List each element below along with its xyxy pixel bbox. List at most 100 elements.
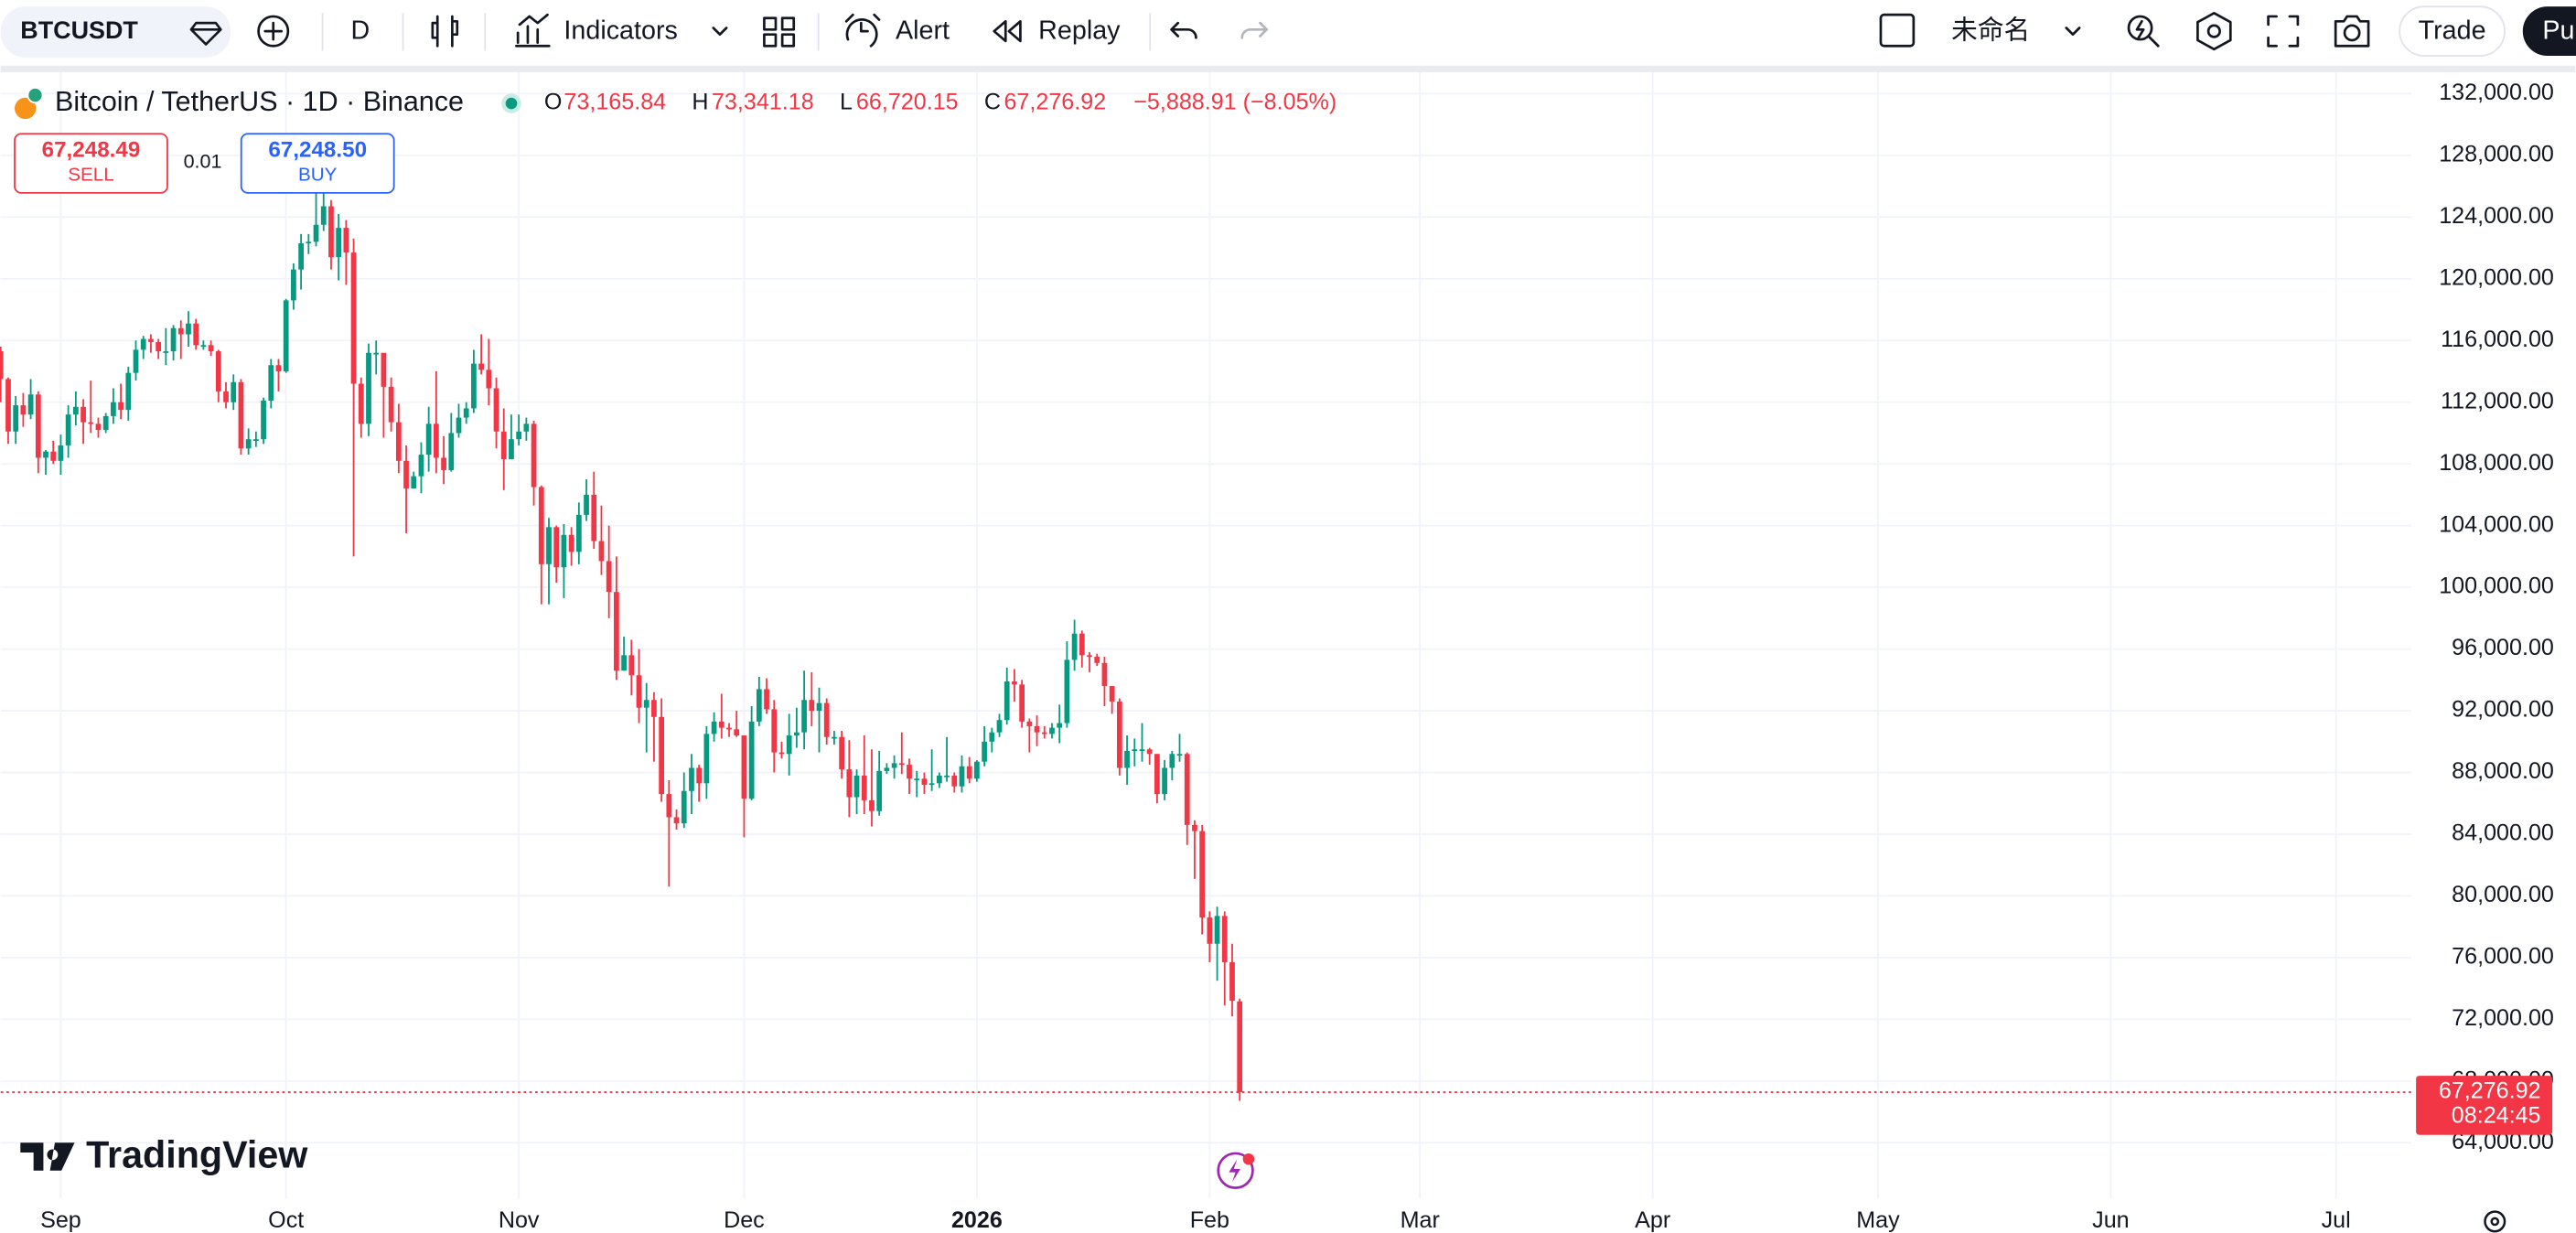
candle-body	[403, 460, 409, 489]
chart-type-icon[interactable]	[431, 15, 459, 48]
ohlc-value: 67,276.92	[1004, 90, 1106, 115]
candle-body	[546, 527, 552, 564]
publish-button-bg[interactable]	[2522, 6, 2576, 57]
grid	[0, 69, 2411, 1199]
sell-price[interactable]: 67,248.49	[42, 138, 141, 163]
candle-body	[478, 363, 484, 370]
replay-icon[interactable]	[993, 19, 1022, 43]
brand: TradingView	[20, 1133, 308, 1175]
symbol[interactable]: BTCUSDT	[20, 16, 138, 44]
x-tick-label: Jun	[2092, 1207, 2129, 1233]
candle-body	[140, 338, 146, 350]
add-icon[interactable]	[257, 15, 290, 48]
candle-body	[1146, 749, 1153, 755]
symbol-pill[interactable]	[0, 6, 231, 58]
y-tick-label: 100,000.00	[2439, 574, 2554, 599]
diamond-icon[interactable]	[189, 21, 222, 46]
candle-body	[591, 494, 597, 541]
candle-body	[245, 439, 252, 449]
buy-price[interactable]: 67,248.50	[268, 138, 367, 163]
y-tick-label: 92,000.00	[2452, 697, 2554, 723]
interval[interactable]: D	[350, 16, 370, 46]
settings-icon[interactable]	[2196, 12, 2232, 51]
layout-name[interactable]: 未命名	[1951, 16, 2030, 46]
candle-body	[914, 778, 920, 781]
candle-body	[718, 721, 724, 728]
candle-body	[5, 379, 11, 432]
indicators-icon[interactable]	[515, 13, 551, 48]
fullscreen-icon[interactable]	[2267, 15, 2300, 48]
sell-button[interactable]	[14, 133, 168, 194]
settings-gear[interactable]	[2484, 1210, 2506, 1233]
candle-body	[869, 799, 875, 811]
indicators-button[interactable]: Indicators	[564, 16, 677, 46]
candle-body	[65, 414, 71, 445]
search-icon[interactable]	[2127, 15, 2153, 41]
y-tick-label: 108,000.00	[2439, 450, 2554, 476]
market-status-dot	[505, 97, 518, 110]
buy-button[interactable]	[240, 133, 395, 194]
sell-label[interactable]: SELL	[68, 165, 113, 186]
ohlc-key: L	[840, 90, 853, 115]
candle-body	[486, 370, 492, 389]
y-tick-label: 88,000.00	[2452, 758, 2554, 784]
candle-body	[268, 365, 274, 402]
candle-body	[703, 734, 710, 784]
candle-body	[1079, 633, 1085, 656]
alert-icon[interactable]	[844, 13, 881, 48]
publish-button[interactable]: Pu	[2542, 16, 2574, 46]
candle-body	[291, 269, 296, 301]
candle-body	[433, 424, 439, 458]
buy-label[interactable]: BUY	[298, 165, 338, 186]
candle-body	[1124, 750, 1130, 768]
last-price: 67,276.92	[2439, 1078, 2541, 1104]
candle-body	[456, 417, 462, 434]
redo-icon[interactable]	[1240, 21, 1269, 39]
alert-button[interactable]: Alert	[896, 16, 950, 46]
candle-body	[786, 735, 792, 755]
chevron[interactable]	[2065, 27, 2081, 37]
candle-body	[1026, 721, 1033, 726]
y-tick-label: 124,000.00	[2439, 203, 2554, 229]
candle-body	[876, 770, 883, 811]
candle-body	[734, 729, 740, 736]
undo-icon[interactable]	[1170, 21, 1197, 39]
candle-body	[1214, 916, 1220, 944]
candle-body	[884, 767, 890, 771]
trade-button-bg[interactable]	[2399, 5, 2506, 57]
candle-body	[411, 476, 417, 489]
screenshot-icon[interactable]	[2334, 15, 2370, 48]
candle-body	[756, 689, 762, 722]
candle-body	[861, 775, 867, 800]
candle-body	[1199, 831, 1206, 918]
candle-body	[328, 206, 334, 258]
candle-body	[538, 487, 544, 564]
candle-body	[1101, 662, 1108, 687]
trade-button[interactable]: Trade	[2419, 16, 2486, 46]
candle-body	[95, 424, 102, 431]
lightning-icon[interactable]	[1217, 1152, 1255, 1189]
candle-body	[839, 736, 845, 770]
candle-body	[726, 727, 732, 730]
chevron[interactable]	[712, 27, 728, 37]
candle-body	[80, 406, 86, 423]
candle-body	[584, 494, 589, 515]
candle-body	[1139, 749, 1145, 752]
y-tick-label: 96,000.00	[2452, 635, 2554, 660]
replay-button[interactable]: Replay	[1038, 16, 1121, 46]
candle-body	[441, 457, 446, 470]
candle-body	[1184, 754, 1190, 825]
layout-icon[interactable]	[1879, 13, 1916, 48]
candle-body	[177, 327, 184, 335]
candle-body	[659, 716, 664, 795]
candle-body	[1019, 684, 1025, 722]
candle-body	[628, 655, 635, 676]
candle-body	[1087, 655, 1092, 658]
candle-body	[1064, 659, 1070, 724]
toolbar: BTCUSDT D Indicators Alert Replay 未命名 Tr…	[0, 0, 2576, 72]
templates-icon[interactable]	[763, 16, 796, 48]
candle-body	[846, 769, 853, 798]
order-panel: 67,248.49 SELL 0.01 67,248.50 BUY	[14, 133, 395, 194]
candle-body	[283, 300, 289, 371]
ohlc-key: O	[544, 90, 563, 115]
